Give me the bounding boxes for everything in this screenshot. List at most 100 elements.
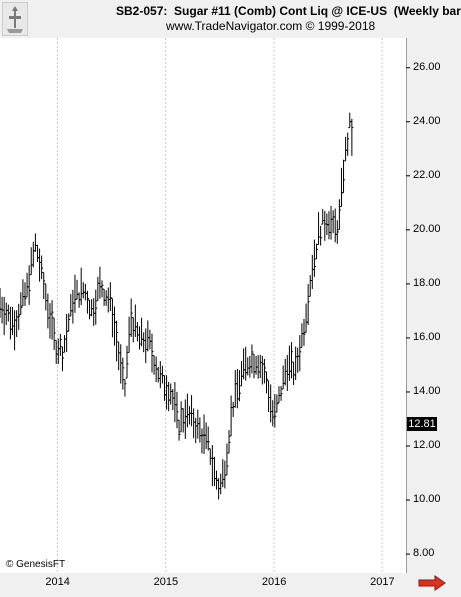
ohlc-bar xyxy=(25,272,29,298)
ohlc-bar xyxy=(50,300,54,340)
ohlc-bar xyxy=(115,320,119,362)
ohlc-bar xyxy=(137,326,141,350)
ohlc-bar xyxy=(335,220,339,244)
ohlc-bar xyxy=(204,422,208,450)
y-tick-label-1: 10.00 xyxy=(413,493,441,506)
ohlc-bar xyxy=(190,395,194,427)
ohlc-bar xyxy=(129,298,133,337)
ohlc-bar xyxy=(192,408,196,439)
ohlc-bar xyxy=(277,386,281,404)
ohlc-bar xyxy=(219,473,223,495)
ohlc-bar xyxy=(337,199,341,231)
ohlc-bar xyxy=(333,208,337,243)
ohlc-bar xyxy=(175,391,179,429)
ohlc-bar xyxy=(73,274,77,313)
ohlc-bar xyxy=(31,241,35,268)
ohlc-bar xyxy=(244,346,248,381)
ohlc-bar xyxy=(233,370,237,408)
ohlc-bar xyxy=(275,394,279,413)
ohlc-bar xyxy=(267,380,271,413)
ohlc-bar xyxy=(96,276,100,302)
ohlc-bar xyxy=(308,275,312,297)
ohlc-bar xyxy=(287,345,291,381)
ohlc-bar xyxy=(144,328,148,364)
ohlc-bar xyxy=(242,348,246,380)
ohlc-bar xyxy=(254,355,258,375)
ohlc-bar xyxy=(296,347,300,373)
ohlc-bar xyxy=(46,293,50,329)
ohlc-bar xyxy=(135,322,139,342)
ohlc-bar xyxy=(319,225,323,246)
ohlc-bar xyxy=(231,401,235,417)
chart-source: www.TradeNavigator.com © 1999-2018 xyxy=(166,19,376,33)
ohlc-bar xyxy=(183,399,187,439)
ohlc-bar xyxy=(206,426,210,451)
ohlc-bar xyxy=(10,307,14,335)
ohlc-bar xyxy=(323,210,327,241)
ohlc-bar xyxy=(283,358,287,386)
ohlc-bar xyxy=(179,401,183,433)
ohlc-bar xyxy=(17,303,21,330)
time-axis xyxy=(0,573,406,597)
ohlc-bar xyxy=(8,306,12,340)
ohlc-bar xyxy=(348,112,352,129)
ohlc-bar xyxy=(321,208,325,225)
ohlc-bar xyxy=(4,302,8,326)
ohlc-bar xyxy=(23,282,27,307)
ohlc-bar xyxy=(27,265,31,305)
ohlc-bar xyxy=(181,408,185,433)
ohlc-bar xyxy=(302,318,306,346)
x-tick-label-2014: 2014 xyxy=(45,576,70,588)
ohlc-bar xyxy=(121,357,125,390)
ohlc-bar xyxy=(0,288,2,318)
ohlc-bar xyxy=(258,354,262,379)
ohlc-bar xyxy=(317,212,321,246)
ohlc-bar xyxy=(106,287,110,313)
ohlc-bar xyxy=(312,239,316,277)
ohlc-bar xyxy=(19,292,23,316)
ohlc-bar xyxy=(13,310,17,351)
ohlc-bar xyxy=(262,358,266,384)
ohlc-bar xyxy=(42,272,46,300)
ohlc-bar xyxy=(185,393,189,428)
ohlc-bar xyxy=(306,284,310,326)
ohlc-bar xyxy=(71,289,75,324)
ohlc-bar xyxy=(269,384,273,423)
ohlc-bar xyxy=(148,329,152,350)
ohlc-bar xyxy=(300,323,304,348)
y-tick-label-8: 24.00 xyxy=(413,114,441,127)
ohlc-bar xyxy=(88,299,92,320)
ohlc-bar xyxy=(165,375,169,410)
x-tick-label-2017: 2017 xyxy=(370,576,395,588)
red-arrow-right-icon[interactable] xyxy=(418,575,446,591)
ohlc-bar xyxy=(194,417,198,444)
ohlc-bar xyxy=(133,304,137,337)
ohlc-bar xyxy=(100,280,104,298)
y-tick-label-7: 22.00 xyxy=(413,168,441,181)
ohlc-bar xyxy=(58,334,62,357)
ohlc-bar xyxy=(125,345,129,379)
y-tick-label-3: 14.00 xyxy=(413,384,441,397)
ohlc-bar xyxy=(298,335,302,372)
ohlc-bar xyxy=(212,456,216,487)
ohlc-bar xyxy=(98,266,102,299)
ohlc-bar xyxy=(202,414,206,455)
ohlc-bar xyxy=(158,361,162,389)
ohlc-bar xyxy=(350,118,354,156)
ohlc-bar xyxy=(60,346,64,372)
ohlc-bar xyxy=(44,283,48,311)
ohlc-bar xyxy=(229,395,233,437)
ohlc-bar xyxy=(329,205,333,240)
ohlc-bar xyxy=(344,136,348,162)
ohlc-bar xyxy=(15,310,19,337)
plot-area xyxy=(0,38,407,573)
ohlc-bar xyxy=(331,210,335,234)
chart-title: SB2-057: Sugar #11 (Comb) Cont Liq @ ICE… xyxy=(116,4,461,18)
ohlc-bar xyxy=(85,290,89,314)
ohlc-bar xyxy=(108,282,112,312)
ohlc-bar xyxy=(102,288,106,306)
ohlc-bar xyxy=(327,211,331,240)
ohlc-bar xyxy=(210,445,214,487)
ohlc-bar xyxy=(208,448,212,465)
